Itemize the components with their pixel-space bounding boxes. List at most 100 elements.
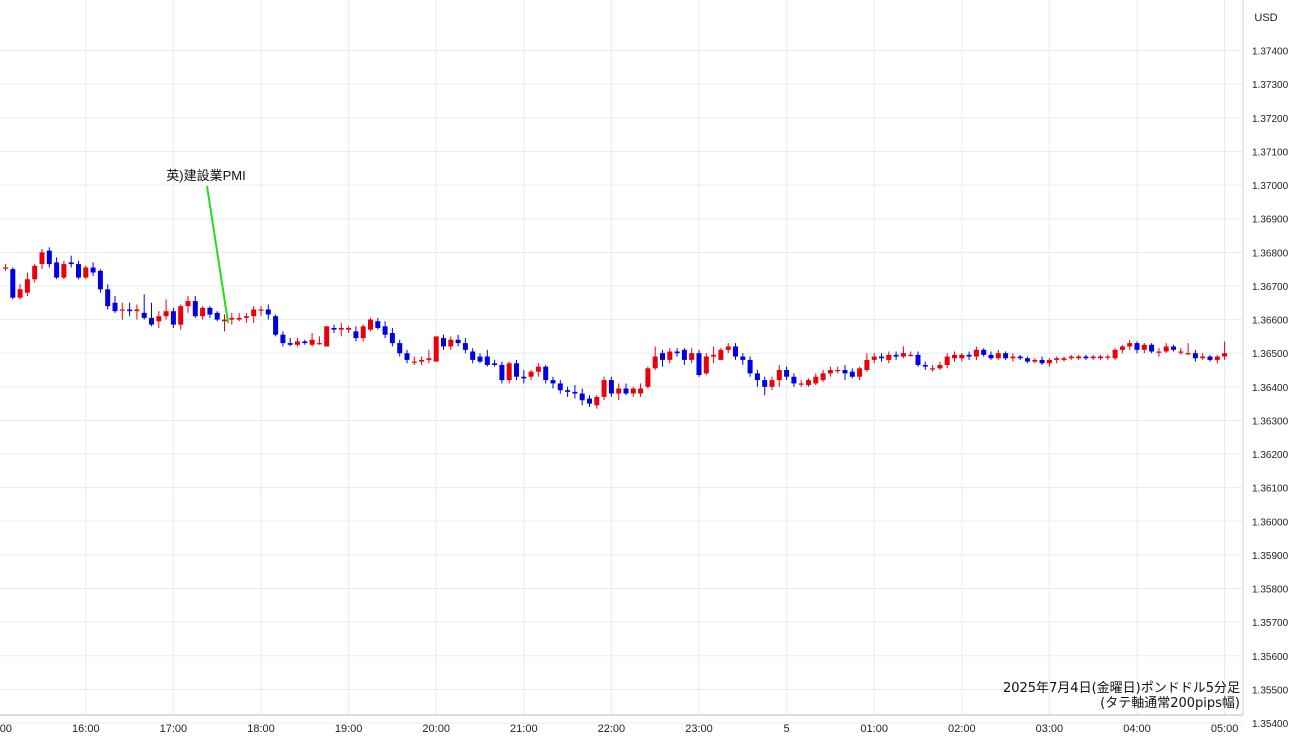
candle-body (134, 309, 140, 312)
candle (769, 376, 775, 391)
candle-body (404, 353, 410, 360)
candle-body (594, 396, 600, 406)
candle (1017, 354, 1023, 360)
candle (813, 373, 819, 386)
candle-body (944, 356, 950, 365)
candle (1171, 344, 1176, 352)
candle-body (506, 363, 512, 381)
candle (54, 257, 60, 280)
candle-body (689, 353, 695, 360)
candle (733, 343, 738, 360)
candle-body (528, 371, 534, 377)
candle (207, 306, 213, 318)
candle-body (462, 343, 468, 350)
candle-body (572, 391, 578, 394)
candle (214, 311, 220, 322)
price-tick-label: 1.35900 (1252, 551, 1289, 562)
candle (528, 370, 534, 381)
candle (448, 336, 454, 350)
candle-body (170, 311, 176, 325)
candle (68, 255, 74, 268)
candle-body (1171, 346, 1176, 350)
candle (149, 302, 154, 327)
candle (696, 349, 702, 377)
candle-body (769, 380, 775, 387)
price-tick-label: 1.37000 (1252, 181, 1289, 192)
candle (222, 314, 227, 332)
candle (32, 264, 38, 283)
candle (652, 346, 658, 370)
candle-body (835, 370, 841, 372)
candle-body (1025, 358, 1030, 362)
candle (127, 302, 133, 317)
time-tick-label: 17:00 (160, 723, 188, 735)
candle (243, 312, 249, 323)
candle-body (1098, 356, 1103, 359)
candle-body (922, 364, 928, 367)
candle-body (900, 353, 906, 357)
candle-body (733, 346, 738, 357)
candle-body (389, 333, 395, 344)
time-axis-ticks: 15:00 16:00 17:00 18:00 19:00 20:00 21:00 22:00… (0, 723, 1238, 735)
candle-body (1200, 356, 1206, 359)
candle (324, 326, 330, 347)
candle-body (988, 354, 994, 359)
candle (660, 349, 665, 367)
candle-body (754, 373, 760, 381)
time-tick-label: 16:00 (72, 723, 100, 735)
candle (470, 348, 476, 364)
price-tick-label: 1.36200 (1252, 450, 1289, 461)
candle-body (1090, 356, 1096, 359)
candle-body (798, 383, 804, 385)
candle (1032, 358, 1038, 364)
candle-body (638, 388, 644, 394)
candle-body (90, 267, 96, 273)
candle-body (83, 267, 89, 278)
candle (360, 324, 366, 342)
price-tick-label: 1.37400 (1252, 47, 1289, 58)
candle (229, 312, 235, 325)
candle (1039, 356, 1045, 365)
candle (952, 351, 957, 362)
candle-body (112, 302, 118, 312)
candle (849, 368, 855, 379)
candle-body (908, 354, 914, 357)
candle-body (842, 370, 848, 374)
candle-body (61, 264, 67, 278)
candle (1200, 353, 1206, 360)
candle (280, 331, 286, 347)
candle (988, 351, 994, 360)
price-tick-label: 1.36900 (1252, 215, 1289, 226)
candle-body (813, 376, 819, 384)
candle-body (185, 301, 191, 307)
chart-info-scale-note: (タテ軸通常200pips幅) (1100, 696, 1240, 711)
candle (689, 348, 695, 364)
candle-body (806, 380, 811, 386)
candle-body (484, 356, 490, 365)
candle-body (1054, 358, 1060, 360)
chart-info-box: 2025年7月4日(金曜日)ポンドドル5分足 (タテ軸通常200pips幅) (1003, 681, 1240, 711)
candle (798, 380, 804, 387)
candle (433, 336, 439, 362)
candle-body (97, 270, 103, 290)
price-tick-label: 1.37200 (1252, 114, 1289, 125)
candle-body (784, 370, 790, 377)
candle (966, 351, 972, 360)
candle (718, 348, 724, 360)
candle (543, 364, 549, 384)
candle (616, 383, 622, 401)
annotation: 英)建設業PMI (166, 168, 246, 324)
price-tick-label: 1.35600 (1252, 652, 1289, 663)
candle (61, 260, 67, 280)
candle-body (776, 370, 782, 381)
price-tick-label: 1.36000 (1252, 517, 1289, 528)
candle-body (630, 388, 636, 394)
candle (754, 370, 760, 387)
candle (141, 294, 147, 320)
candle-body (1003, 353, 1009, 359)
candle-body (24, 279, 30, 293)
candle-body (119, 309, 125, 311)
candle-body (973, 349, 979, 357)
candle (368, 317, 373, 332)
